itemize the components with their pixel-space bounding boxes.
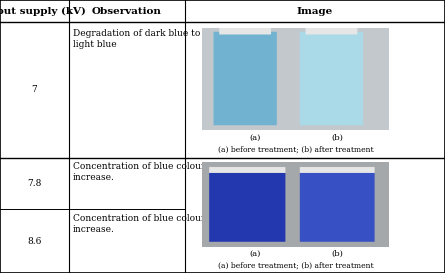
Text: (a): (a) xyxy=(249,250,260,258)
Text: (a) before treatment; (b) after treatment: (a) before treatment; (b) after treatmen… xyxy=(218,146,374,154)
Text: (a): (a) xyxy=(249,134,260,142)
Text: Input supply (kV): Input supply (kV) xyxy=(0,7,85,16)
Text: (b): (b) xyxy=(331,134,343,142)
Text: 7.8: 7.8 xyxy=(27,179,42,188)
Text: Concentration of blue colour
increase.: Concentration of blue colour increase. xyxy=(73,214,205,234)
Text: 7: 7 xyxy=(32,85,37,94)
Text: 8.6: 8.6 xyxy=(27,237,42,246)
Text: (a) before treatment; (b) after treatment: (a) before treatment; (b) after treatmen… xyxy=(218,262,374,270)
Text: Concentration of blue colour
increase.: Concentration of blue colour increase. xyxy=(73,162,205,182)
Text: (b): (b) xyxy=(331,250,343,258)
Text: Observation: Observation xyxy=(92,7,162,16)
Text: Degradation of dark blue to
light blue: Degradation of dark blue to light blue xyxy=(73,29,200,49)
Text: Image: Image xyxy=(297,7,333,16)
